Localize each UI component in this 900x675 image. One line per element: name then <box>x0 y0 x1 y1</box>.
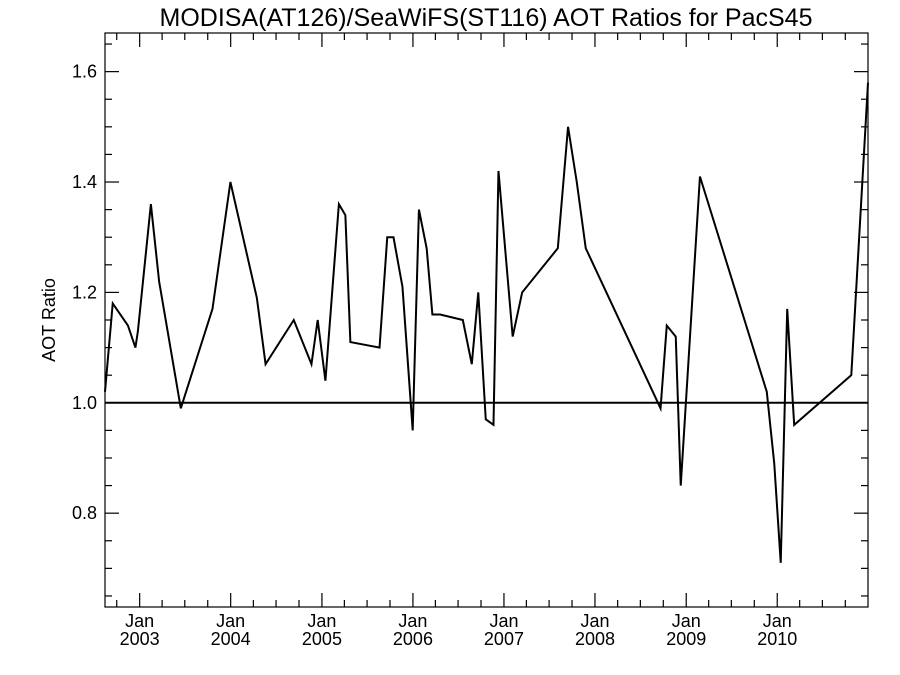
data-point <box>386 236 388 238</box>
x-tick-label-month: Jan <box>216 611 245 631</box>
data-point <box>401 286 403 288</box>
data-point <box>462 319 464 321</box>
x-tick-label-month: Jan <box>398 611 427 631</box>
data-point <box>773 463 775 465</box>
x-tick-label-month: Jan <box>672 611 701 631</box>
data-point <box>349 341 351 343</box>
data-point <box>431 313 433 315</box>
data-point <box>660 407 662 409</box>
data-point <box>786 308 788 310</box>
data-point <box>699 176 701 178</box>
data-point <box>158 280 160 282</box>
x-tick-label-year: 2009 <box>666 629 706 649</box>
y-tick-label: 1.6 <box>72 62 97 82</box>
x-tick-label-year: 2004 <box>211 629 251 649</box>
data-point <box>521 291 523 293</box>
data-point <box>324 380 326 382</box>
data-point <box>379 347 381 349</box>
data-point <box>497 170 499 172</box>
y-axis-label: AOT Ratio <box>39 278 59 362</box>
data-point <box>310 363 312 365</box>
x-tick-label-year: 2005 <box>302 629 342 649</box>
data-point <box>229 181 231 183</box>
x-tick-label-year: 2003 <box>120 629 160 649</box>
x-tick-label-year: 2007 <box>484 629 524 649</box>
axis-ticks <box>105 33 868 607</box>
data-point <box>256 297 258 299</box>
data-point <box>211 308 213 310</box>
y-tick-label: 1.0 <box>72 393 97 413</box>
axis-tick-labels: 0.81.01.21.41.6Jan2003Jan2004Jan2005Jan2… <box>72 62 797 649</box>
data-point <box>112 302 114 304</box>
y-tick-label: 0.8 <box>72 503 97 523</box>
data-point <box>576 181 578 183</box>
data-points <box>104 82 869 564</box>
data-point <box>477 291 479 293</box>
series-line <box>104 82 869 563</box>
data-point <box>675 336 677 338</box>
data-point <box>317 319 319 321</box>
y-tick-label: 1.4 <box>72 172 97 192</box>
x-tick-label-year: 2008 <box>575 629 615 649</box>
data-point <box>127 325 129 327</box>
data-point <box>512 336 514 338</box>
plot-frame <box>104 32 869 608</box>
data-point <box>793 424 795 426</box>
data-point <box>557 247 559 249</box>
data-point <box>439 313 441 315</box>
data-point <box>338 203 340 205</box>
data-point <box>426 247 428 249</box>
data-point <box>150 203 152 205</box>
data-point <box>265 363 267 365</box>
data-point <box>392 236 394 238</box>
data-point <box>137 330 139 332</box>
x-tick-label-month: Jan <box>580 611 609 631</box>
y-tick-label: 1.2 <box>72 282 97 302</box>
data-point <box>412 429 414 431</box>
data-point <box>492 424 494 426</box>
data-point <box>766 391 768 393</box>
data-point <box>567 126 569 128</box>
x-tick-label-month: Jan <box>125 611 154 631</box>
data-point <box>180 407 182 409</box>
x-tick-label-month: Jan <box>489 611 518 631</box>
x-tick-label-year: 2010 <box>757 629 797 649</box>
data-point <box>585 247 587 249</box>
data-point <box>867 82 869 84</box>
data-point <box>780 562 782 564</box>
data-point <box>134 347 136 349</box>
data-point <box>666 325 668 327</box>
x-tick-label-month: Jan <box>307 611 336 631</box>
chart-title: MODISA(AT126)/SeaWiFS(ST116) AOT Ratios … <box>160 4 813 32</box>
data-point <box>418 209 420 211</box>
data-point <box>293 319 295 321</box>
x-tick-label-month: Jan <box>763 611 792 631</box>
x-tick-label-year: 2006 <box>393 629 433 649</box>
data-point <box>850 374 852 376</box>
data-point <box>344 214 346 216</box>
data-point <box>680 485 682 487</box>
data-point <box>485 418 487 420</box>
data-point <box>104 391 106 393</box>
data-point <box>471 363 473 365</box>
